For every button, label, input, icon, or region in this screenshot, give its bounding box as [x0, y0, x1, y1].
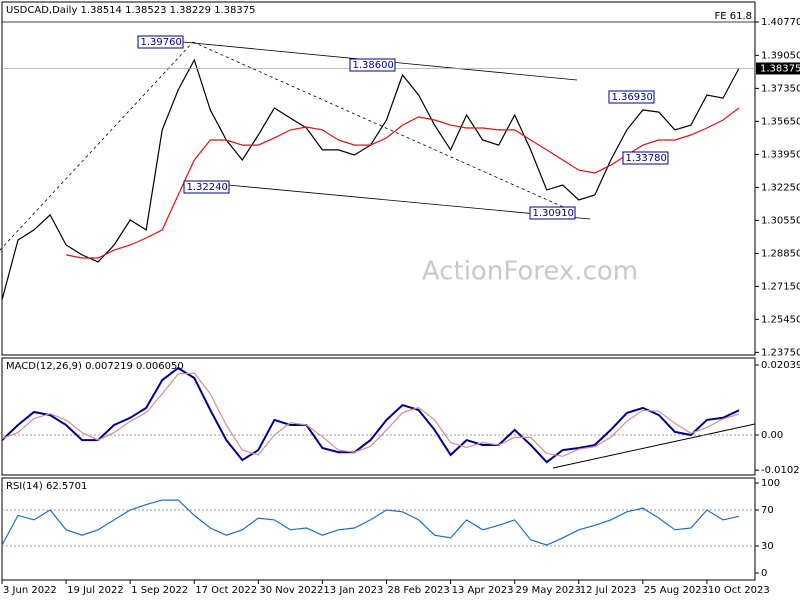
- y-tick-label: 1.35650: [761, 116, 800, 127]
- x-tick-label: 12 Jul 2023: [580, 585, 637, 596]
- price-panel: [1, 1, 756, 356]
- annotation-label: 1.33780: [626, 153, 667, 164]
- fe-label: FE 61.8: [714, 11, 752, 22]
- x-tick-label: 13 Apr 2023: [452, 585, 514, 596]
- y-tick-label: 1.25450: [761, 314, 800, 325]
- y-tick-label: 100: [761, 478, 780, 489]
- fib-line: [192, 41, 571, 211]
- y-tick-label: 1.28850: [761, 248, 800, 259]
- annotation-box: [622, 151, 669, 165]
- y-tick-label: 0: [761, 568, 767, 579]
- y-tick-label: 70: [761, 505, 774, 516]
- annotation-box: [137, 35, 184, 49]
- chart-title: USDCAD,Daily 1.38514 1.38523 1.38229 1.3…: [6, 5, 256, 16]
- annotation-label: 1.32240: [187, 182, 228, 193]
- x-tick-label: 29 May 2023: [516, 585, 581, 596]
- macd-title: MACD(12,26,9) 0.007219 0.006050: [6, 361, 184, 372]
- x-tick-label: 17 Oct 2022: [195, 585, 257, 596]
- current-price-box: [756, 62, 800, 75]
- y-tick-label: 1.37350: [761, 83, 800, 94]
- x-tick-label: 1 Sep 2022: [131, 585, 188, 596]
- watermark: ActionForex.com: [422, 257, 638, 287]
- rsi-title: RSI(14) 62.5701: [6, 481, 87, 492]
- x-tick-label: 30 Nov 2022: [259, 585, 323, 596]
- macd-panel: [1, 357, 756, 476]
- annotation-box: [349, 58, 396, 72]
- y-tick-label: 1.30550: [761, 215, 800, 226]
- x-tick-label: 19 Jul 2022: [67, 585, 124, 596]
- trend-line: [552, 423, 756, 469]
- current-price-label: 1.38375: [760, 63, 800, 74]
- y-tick-label: -0.01026: [761, 465, 800, 476]
- y-tick-label: 1.23750: [761, 347, 800, 358]
- y-tick-label: 1.39050: [761, 50, 800, 61]
- y-tick-label: 1.33950: [761, 149, 800, 160]
- x-tick-label: 10 Oct 2023: [708, 585, 770, 596]
- annotation-label: 1.39760: [141, 37, 182, 48]
- x-tick-label: 28 Feb 2023: [388, 585, 450, 596]
- y-tick-label: 1.32250: [761, 182, 800, 193]
- y-tick-label: 1.40770: [761, 17, 800, 28]
- annotation-box: [183, 180, 230, 194]
- series-line: [1, 366, 740, 464]
- annotation-label: 1.36930: [612, 92, 653, 103]
- annotation-box: [608, 90, 655, 104]
- series-line: [1, 372, 740, 457]
- y-tick-label: 0.020399: [761, 360, 800, 371]
- y-tick-label: 30: [761, 541, 774, 552]
- fib-line: [0, 41, 194, 251]
- annotation-label: 1.38600: [353, 60, 394, 71]
- series-line: [1, 499, 740, 546]
- y-tick-label: 1.27150: [761, 281, 800, 292]
- x-tick-label: 13 Jan 2023: [323, 585, 383, 596]
- annotation-label: 1.30910: [533, 208, 574, 219]
- rsi-panel: [1, 477, 756, 581]
- x-tick-label: 25 Aug 2023: [644, 585, 708, 596]
- annotation-box: [529, 206, 576, 220]
- y-tick-label: 0.00: [761, 430, 783, 441]
- x-tick-label: 3 Jun 2022: [3, 585, 57, 596]
